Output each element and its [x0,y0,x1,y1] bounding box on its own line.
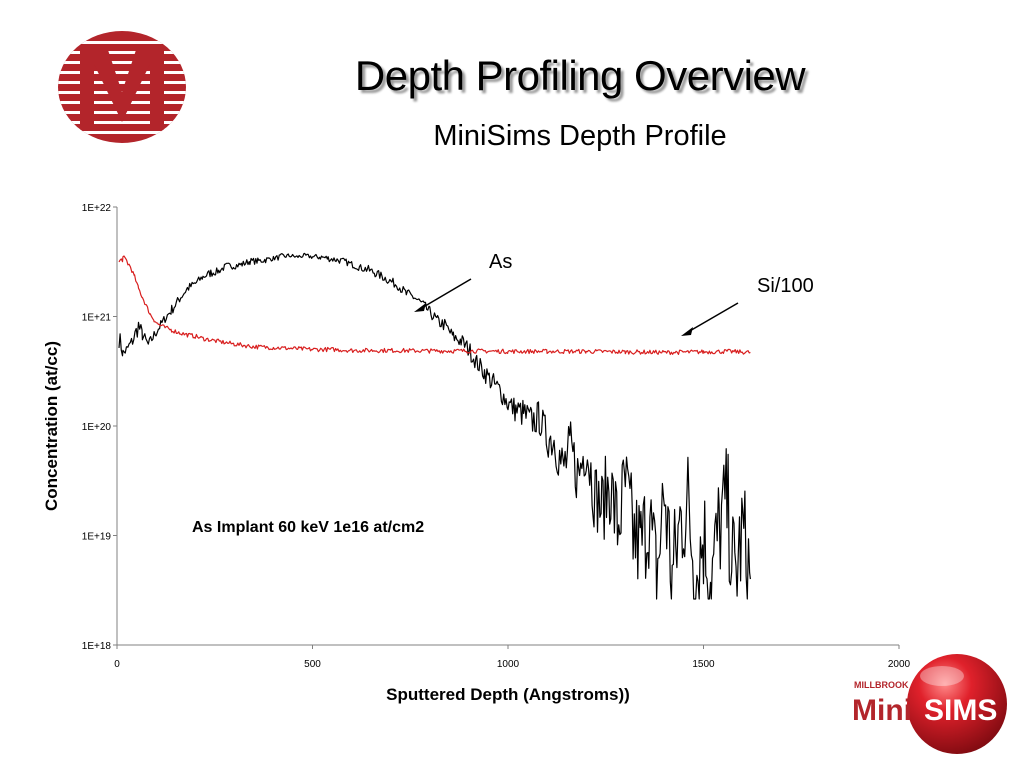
annotation-implant: As Implant 60 keV 1e16 at/cm2 [192,519,424,536]
brand-sims-text: SIMS [924,694,997,727]
series-line-si [118,255,751,356]
annotation-si: Si/100 [757,275,814,297]
y-tick-label: 1E+20 [82,422,112,433]
company-logo-icon [58,31,186,143]
minisims-logo-icon: MILLBROOK Mini SIMS [852,654,1007,754]
slide-title: Depth Profiling Overview [354,52,806,99]
x-tick-label: 1500 [692,659,715,670]
x-tick-label: 500 [304,659,321,670]
annotation-as-arrowhead [414,303,426,312]
y-tick-label: 1E+19 [82,532,112,543]
y-tick-label: 1E+18 [82,641,112,652]
x-axis-label: Sputtered Depth (Angstroms)) [386,685,630,704]
x-tick-label: 2000 [888,659,911,670]
annotation-as: As [489,251,512,273]
chart-series [118,252,751,600]
annotation-si-arrow [687,302,739,333]
brand-top-text: MILLBROOK [854,680,909,690]
slide-subtitle: MiniSims Depth Profile [433,120,727,152]
series-line-as [118,252,751,600]
y-axis-label: Concentration (at/cc) [42,341,61,511]
x-tick-label: 0 [114,659,120,670]
chart-axes: 1E+18 1E+19 1E+20 1E+21 1E+22 0 500 1000 1500 200… [82,203,911,670]
y-tick-label: 1E+22 [82,203,112,214]
annotation-si-arrowhead [681,327,693,336]
annotation-as-arrow [419,278,472,310]
brand-mini-text: Mini [852,694,912,727]
y-tick-label: 1E+21 [82,313,112,324]
x-tick-label: 1000 [497,659,520,670]
